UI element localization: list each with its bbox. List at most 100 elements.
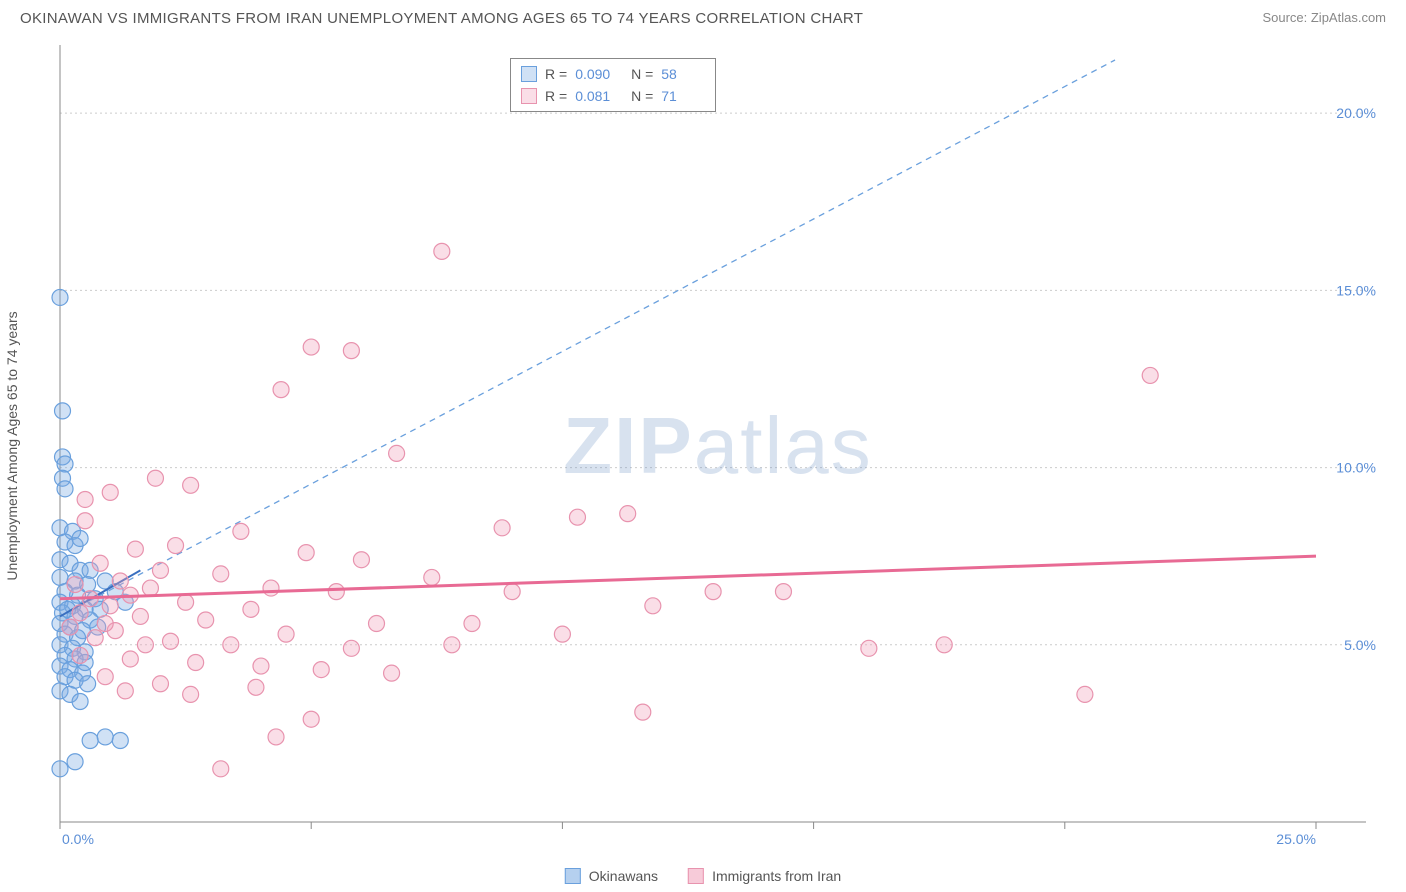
scatter-point [936,637,952,653]
legend-label: Okinawans [589,868,658,884]
scatter-point [52,289,68,305]
scatter-point [72,530,88,546]
legend-item: Immigrants from Iran [688,868,841,884]
scatter-point [147,470,163,486]
scatter-point [102,598,118,614]
scatter-point [384,665,400,681]
scatter-point [132,608,148,624]
scatter-point [569,509,585,525]
scatter-point [188,655,204,671]
scatter-point [80,676,96,692]
scatter-point [97,669,113,685]
y-tick-label: 10.0% [1336,460,1376,476]
scatter-point [775,584,791,600]
scatter-point [152,676,168,692]
stat-n-value: 58 [661,66,705,82]
scatter-point [213,566,229,582]
stat-r-label: R = [545,66,567,82]
scatter-point [620,506,636,522]
scatter-point [343,343,359,359]
scatter-point [97,616,113,632]
stat-n-label: N = [627,88,653,104]
scatter-point [313,662,329,678]
scatter-point [67,754,83,770]
chart-svg: 5.0%10.0%15.0%20.0%0.0%25.0% [50,40,1386,852]
scatter-point [77,513,93,529]
scatter-point [77,491,93,507]
scatter-point [183,686,199,702]
source-label: Source: ZipAtlas.com [1262,10,1386,25]
x-tick-label: 0.0% [62,831,94,847]
scatter-point [137,637,153,653]
legend-bottom: Okinawans Immigrants from Iran [565,868,841,884]
scatter-point [268,729,284,745]
scatter-point [343,640,359,656]
scatter-point [183,477,199,493]
scatter-point [303,339,319,355]
scatter-point [102,484,118,500]
scatter-point [444,637,460,653]
stat-r-label: R = [545,88,567,104]
scatter-point [87,630,103,646]
scatter-point [55,403,71,419]
scatter-point [152,562,168,578]
scatter-point [389,445,405,461]
scatter-point [117,683,133,699]
stats-row: R = 0.090 N = 58 [521,63,705,85]
scatter-point [705,584,721,600]
y-tick-label: 15.0% [1336,282,1376,298]
scatter-point [494,520,510,536]
scatter-point [263,580,279,596]
scatter-point [303,711,319,727]
scatter-point [52,761,68,777]
scatter-point [369,616,385,632]
scatter-point [464,616,480,632]
scatter-point [1077,686,1093,702]
scatter-point [328,584,344,600]
scatter-point [97,729,113,745]
scatter-point [127,541,143,557]
y-tick-label: 20.0% [1336,105,1376,121]
scatter-point [72,647,88,663]
scatter-point [178,594,194,610]
scatter-point [57,481,73,497]
stat-n-value: 71 [661,88,705,104]
legend-swatch [565,868,581,884]
scatter-point [434,243,450,259]
stats-legend-box: R = 0.090 N = 58 R = 0.081 N = 71 [510,58,716,112]
y-axis-label: Unemployment Among Ages 65 to 74 years [4,311,20,580]
scatter-point [62,619,78,635]
scatter-plot: 5.0%10.0%15.0%20.0%0.0%25.0% ZIPatlas R … [50,40,1386,852]
legend-swatch [688,868,704,884]
scatter-point [554,626,570,642]
stat-r-value: 0.081 [575,88,619,104]
chart-title: OKINAWAN VS IMMIGRANTS FROM IRAN UNEMPLO… [20,10,863,27]
series-swatch [521,66,537,82]
scatter-point [72,605,88,621]
scatter-point [213,761,229,777]
scatter-point [861,640,877,656]
scatter-point [504,584,520,600]
scatter-point [72,693,88,709]
scatter-point [635,704,651,720]
stat-r-value: 0.090 [575,66,619,82]
y-tick-label: 5.0% [1344,637,1376,653]
scatter-point [353,552,369,568]
scatter-point [198,612,214,628]
scatter-point [424,569,440,585]
scatter-point [243,601,259,617]
scatter-point [233,523,249,539]
scatter-point [82,732,98,748]
scatter-point [645,598,661,614]
scatter-point [92,555,108,571]
stat-n-label: N = [627,66,653,82]
scatter-point [278,626,294,642]
scatter-point [248,679,264,695]
scatter-point [142,580,158,596]
scatter-point [1142,367,1158,383]
scatter-point [57,456,73,472]
scatter-point [67,577,83,593]
scatter-point [163,633,179,649]
scatter-point [112,573,128,589]
scatter-point [223,637,239,653]
